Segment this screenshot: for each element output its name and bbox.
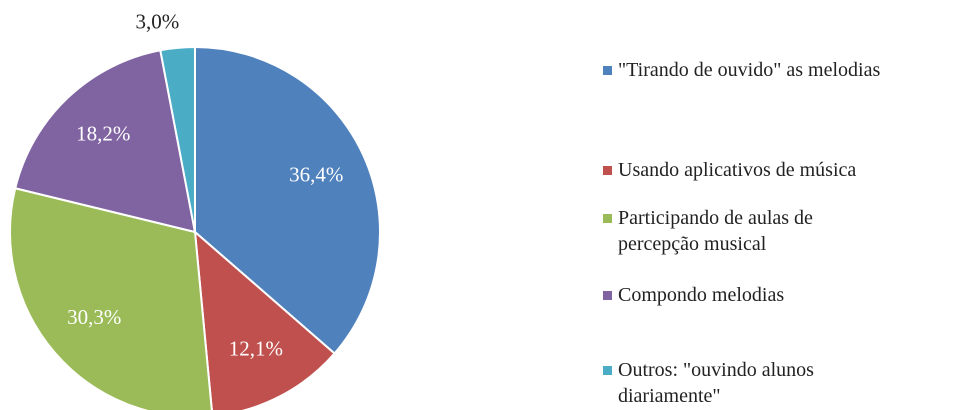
legend-item: Participando de aulas de percepção music… [603,205,878,257]
pie-slice [193,229,336,410]
legend-swatch [603,291,612,300]
legend-label: Participando de aulas de percepção music… [618,207,813,255]
data-label: 12,1% [229,336,283,360]
legend-label: Outros: "ouvindo alunos diariamente" [618,359,814,407]
data-label: 3,0% [135,10,179,34]
legend-swatch [603,214,612,223]
data-label: 36,4% [289,163,343,187]
legend-label: "Tirando de ouvido" as melodias [618,59,881,81]
legend-swatch [603,366,612,375]
pie-slice [9,187,213,410]
legend-item: Outros: "ouvindo alunos diariamente" [603,357,888,409]
pie-slice [159,45,196,233]
chart: 36,4% 12,1% 30,3% 18,2% 3,0% [9,10,381,410]
legend-swatch [603,66,612,75]
legend-item: Compondo melodias [603,282,784,308]
data-label: 30,3% [67,305,121,329]
pie-slice [14,49,197,234]
legend-item: "Tirando de ouvido" as melodias [603,57,880,83]
legend-label: Compondo melodias [618,284,785,306]
legend-label: Usando aplicativos de música [618,159,857,181]
data-label: 18,2% [76,121,130,145]
legend-swatch [603,166,612,175]
legend-item: Usando aplicativos de música [603,157,856,183]
pie-slice [194,45,381,355]
